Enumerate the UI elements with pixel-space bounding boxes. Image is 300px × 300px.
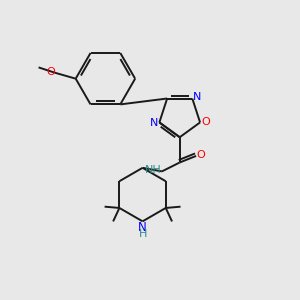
Text: NH: NH	[145, 165, 162, 175]
Text: N: N	[150, 118, 158, 128]
Text: O: O	[196, 150, 205, 160]
Text: O: O	[201, 117, 210, 128]
Text: H: H	[138, 229, 147, 239]
Text: N: N	[138, 221, 147, 234]
Text: N: N	[193, 92, 202, 102]
Text: O: O	[46, 67, 56, 77]
